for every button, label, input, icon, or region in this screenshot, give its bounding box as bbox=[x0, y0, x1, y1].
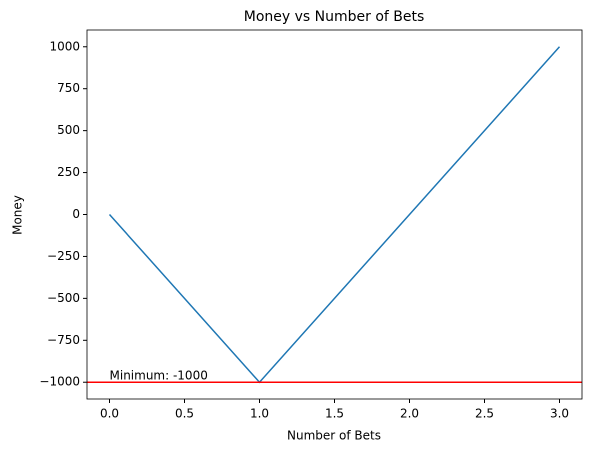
chart-title: Money vs Number of Bets bbox=[244, 9, 425, 25]
y-tick-label: −1000 bbox=[39, 375, 80, 389]
y-tick-label: 750 bbox=[57, 81, 80, 95]
x-tick-label: 2.0 bbox=[400, 407, 419, 421]
x-tick-label: 1.5 bbox=[325, 407, 344, 421]
x-axis-label: Number of Bets bbox=[287, 429, 381, 443]
x-tick-label: 0.0 bbox=[100, 407, 119, 421]
x-tick-label: 2.5 bbox=[475, 407, 494, 421]
x-tick-label: 0.5 bbox=[175, 407, 194, 421]
y-tick-label: 500 bbox=[57, 123, 80, 137]
y-tick-label: −250 bbox=[47, 249, 80, 263]
y-tick-label: 250 bbox=[57, 165, 80, 179]
y-tick-label: −750 bbox=[47, 333, 80, 347]
annotation: Minimum: -1000 bbox=[110, 369, 208, 383]
x-tick-label: 1.0 bbox=[250, 407, 269, 421]
y-tick-label: −500 bbox=[47, 291, 80, 305]
y-tick-label: 1000 bbox=[49, 39, 80, 53]
line-series bbox=[108, 46, 561, 384]
y-axis-label: Money bbox=[11, 195, 25, 235]
x-tick-label: 3.0 bbox=[550, 407, 569, 421]
plot-frame bbox=[86, 29, 583, 400]
y-tick-label: 0 bbox=[72, 207, 80, 221]
